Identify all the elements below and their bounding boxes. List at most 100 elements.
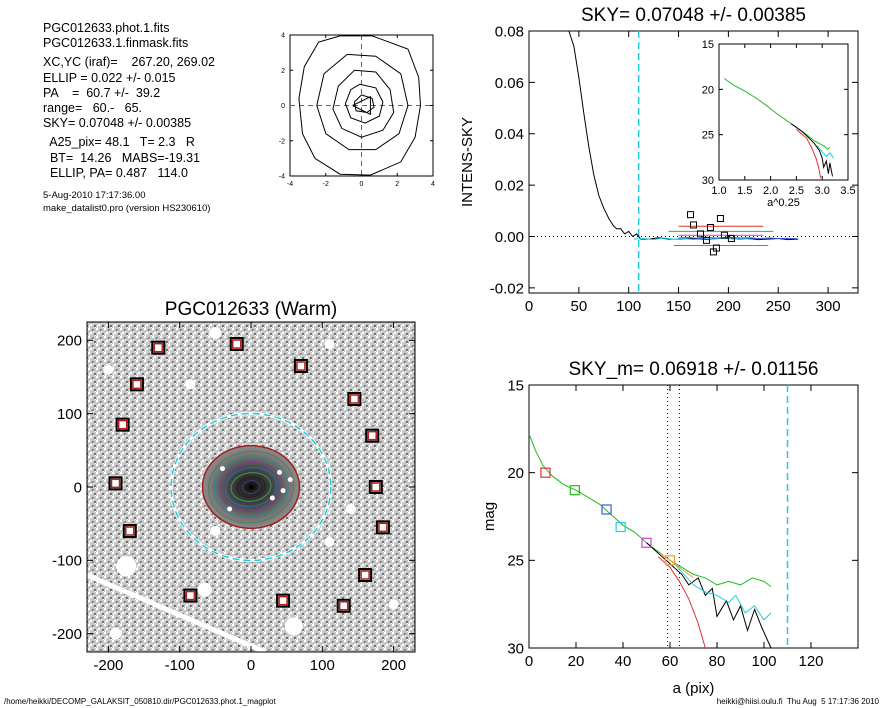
- info-line: ELLIP, PA= 0.487 114.0: [43, 165, 188, 180]
- x-tick-label: 250: [766, 298, 791, 315]
- y-tick-label: 0.06: [495, 75, 524, 92]
- plot-frame: [718, 43, 849, 181]
- mag-series-line: [646, 542, 772, 648]
- galaxy-center: [249, 485, 253, 489]
- info-panel: PGC012633.phot.1.fits PGC012633.1.finmask…: [43, 21, 215, 215]
- info-line: PGC012633.phot.1.fits: [43, 21, 170, 35]
- inner-ring: [201, 444, 301, 530]
- mag-series-line: [529, 433, 772, 588]
- x-tick-label: 150: [666, 298, 691, 315]
- footer-path: /home/heikki/DECOMP_GALAKSIT_050810.dir/…: [4, 697, 276, 706]
- x-tick-label: 100: [310, 657, 335, 674]
- mag-series-line: [660, 552, 694, 579]
- sky-box: [358, 568, 373, 582]
- sky-box: [375, 520, 390, 535]
- y-tick-label: 25: [507, 553, 524, 570]
- masked-star: [219, 466, 225, 472]
- sky-box: [132, 379, 142, 390]
- mag-marker: [664, 555, 676, 566]
- sky-box: [360, 570, 370, 580]
- info-line: PGC012633.1.finmask.fits: [43, 36, 189, 51]
- sky-box: [185, 590, 196, 601]
- sky-marker: [690, 221, 697, 229]
- x-tick-label: 200: [716, 298, 741, 315]
- x-tick-label: 2.0: [763, 185, 778, 197]
- contour-line: [332, 69, 395, 138]
- x-tick-label: -4: [287, 181, 293, 188]
- inset-series-line: [816, 145, 835, 159]
- y-tick-label: 0: [74, 479, 82, 496]
- sky-marker: [727, 235, 735, 243]
- sky-box: [129, 377, 144, 392]
- isophote: [213, 456, 289, 518]
- sky-box: [125, 526, 135, 536]
- masked-star: [324, 339, 335, 349]
- mag-data: [529, 385, 789, 648]
- x-tick-label: 1.5: [737, 185, 752, 197]
- x-tick-label: 2.5: [789, 185, 804, 197]
- mag-marker: [601, 504, 612, 515]
- sky-box: [117, 419, 128, 430]
- x-tick-label: 1.0: [711, 185, 726, 197]
- sky-box: [367, 430, 377, 441]
- isophote: [224, 467, 278, 507]
- masked-star: [324, 537, 335, 547]
- y-tick-label: 0: [281, 103, 285, 110]
- sky-box: [108, 476, 123, 491]
- isophote: [230, 472, 272, 502]
- y-tick-label: -4: [279, 174, 285, 181]
- sky-box: [293, 359, 308, 373]
- masked-star: [185, 379, 196, 390]
- x-tick-label: 2: [395, 181, 399, 188]
- mag-ylabel: mag: [481, 502, 498, 531]
- sky-title: SKY= 0.07048 +/- 0.00385: [581, 5, 806, 26]
- sky-box: [347, 392, 362, 406]
- isophote: [207, 450, 295, 524]
- mag-marker: [615, 521, 626, 533]
- y-tick-label: 0.08: [495, 23, 524, 40]
- x-tick-label: 4: [431, 181, 435, 188]
- plot-frame: [528, 384, 859, 649]
- y-tick-label: 2: [281, 68, 285, 75]
- sky-marker: [720, 231, 728, 239]
- x-tick-label: 80: [709, 653, 726, 670]
- footer-user: heikki@hiisi.oulu.fi Thu Aug 5 17:17:36 …: [716, 697, 879, 706]
- masked-star: [277, 469, 283, 475]
- x-tick-label: 200: [381, 657, 406, 674]
- info-line: range= 60.- 65.: [43, 101, 143, 116]
- y-tick-label: 25: [702, 130, 714, 142]
- sky-box: [229, 337, 244, 351]
- x-tick-label: 120: [798, 653, 823, 670]
- sky-marker: [702, 236, 710, 244]
- x-tick-label: 300: [816, 298, 841, 315]
- sky-series-line: [633, 237, 754, 241]
- masked-star: [280, 488, 286, 494]
- isophote: [219, 462, 283, 512]
- sky-box: [110, 478, 121, 489]
- y-tick-label: -0.02: [490, 280, 524, 297]
- y-tick-label: -100: [52, 553, 82, 570]
- sky-box: [296, 361, 306, 371]
- contour-line: [316, 53, 409, 151]
- y-tick-label: 20: [702, 84, 714, 96]
- contour-line: [298, 35, 422, 176]
- info-program: make_datalist0.pro (version HS230610): [43, 203, 211, 215]
- info-line: XC,YC (iraf)= 267.20, 269.02: [43, 55, 215, 70]
- y-tick-label: 200: [57, 333, 82, 350]
- sky-box: [183, 588, 198, 603]
- y-tick-label: -2: [279, 138, 285, 145]
- masked-star: [345, 504, 356, 514]
- info-line: SKY= 0.07048 +/- 0.00385: [43, 116, 192, 131]
- sky-box: [151, 340, 166, 355]
- x-tick-label: -2: [323, 181, 329, 188]
- mag-marker: [540, 467, 551, 478]
- x-tick-label: 20: [568, 653, 585, 670]
- sky-series-line: [678, 236, 799, 240]
- y-tick-label: 30: [507, 640, 524, 657]
- info-line: ELLIP = 0.022 +/- 0.015: [43, 70, 176, 85]
- x-tick-label: 50: [571, 298, 588, 315]
- sky-data: [529, 31, 858, 293]
- masked-star: [284, 617, 303, 636]
- x-tick-label: -200: [93, 657, 123, 674]
- isophote: [246, 483, 256, 491]
